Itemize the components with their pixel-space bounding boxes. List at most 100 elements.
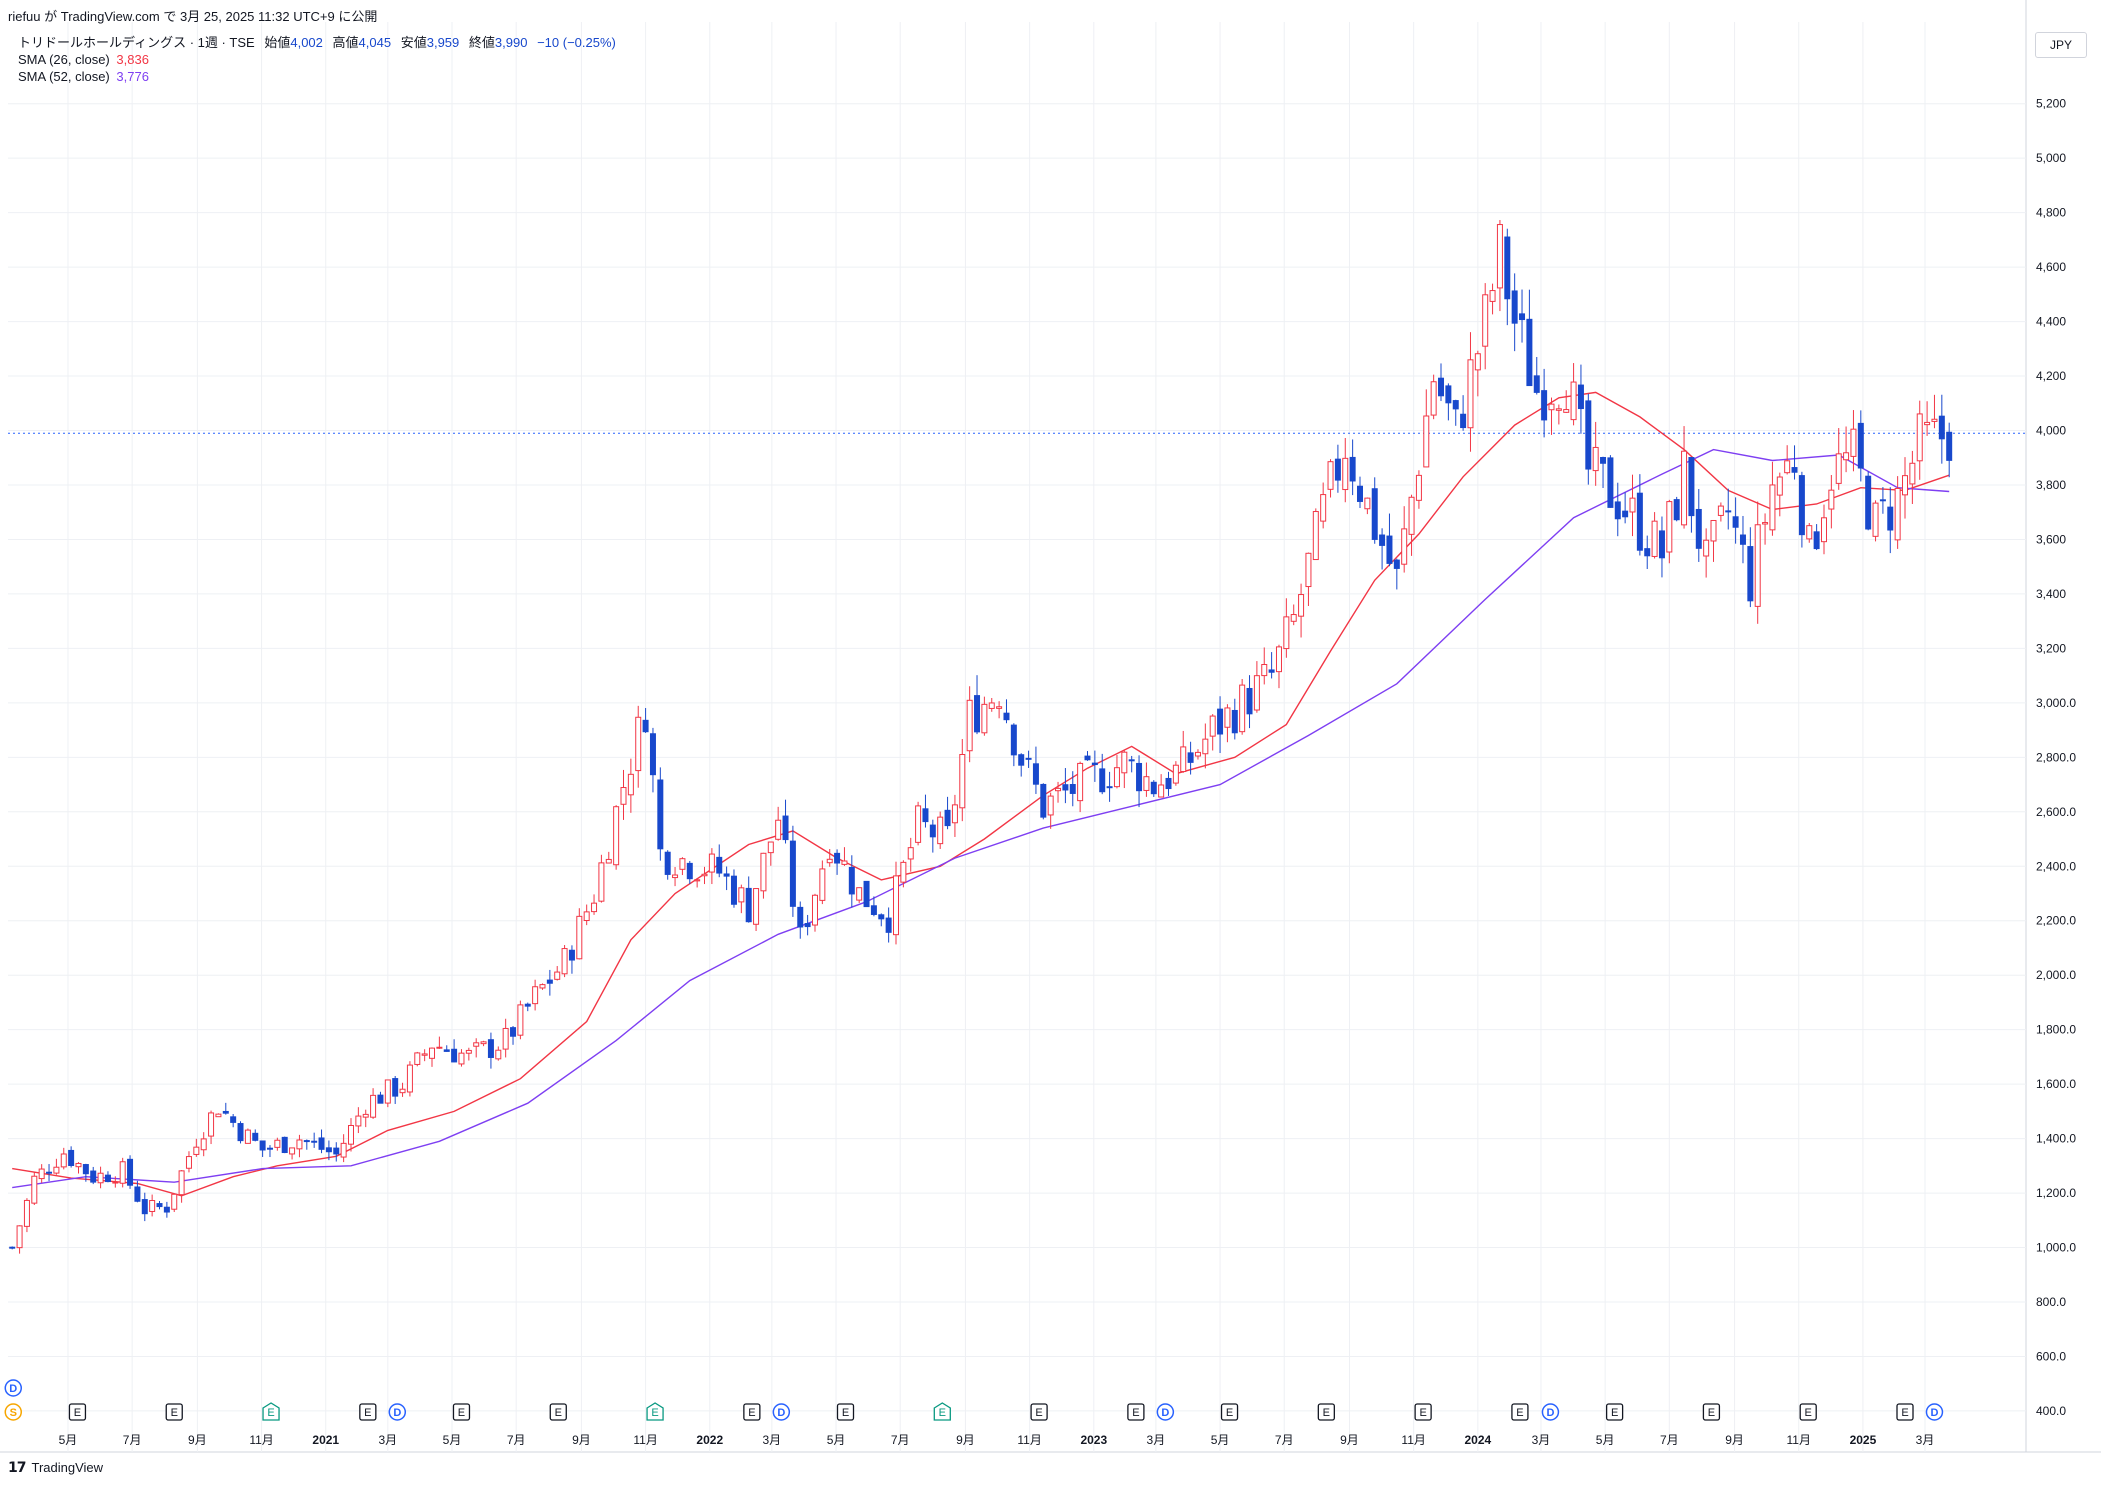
split-icon [4,1403,23,1421]
sma52-label: SMA (52, close) [18,69,110,84]
candle-up [1681,450,1688,526]
candle-down [325,1147,332,1153]
earnings-icon [1030,1403,1048,1421]
candle-down [1099,768,1106,793]
sma26-row[interactable]: SMA (26, close) 3,836 [18,51,616,68]
time-tick-label: 7月 [1275,1433,1294,1447]
candle-down [929,824,936,838]
candle-down [1187,752,1194,763]
earnings-icon [549,1403,567,1421]
candle-up [966,699,973,752]
candle-up [1872,502,1879,537]
earnings-marker: E [1702,1403,1721,1421]
time-tick-label: 11月 [1787,1433,1811,1447]
candle-up [1651,520,1658,557]
candle-up [1253,675,1260,711]
candle-up [1710,519,1717,542]
price-tick-label: 4,200 [2036,369,2066,383]
candle-up [1312,511,1319,561]
currency-button[interactable]: JPY [2035,32,2087,58]
candle-down [230,1116,237,1123]
candle-up [429,1047,436,1059]
tradingview-brand[interactable]: 𝟭𝟳 TradingView [8,1459,103,1476]
candle-down [1504,236,1511,300]
earnings-marker: E [1799,1403,1817,1421]
tradingview-logo-icon: 𝟭𝟳 [8,1459,27,1475]
event-label: E [555,1407,562,1419]
event-label: E [842,1407,849,1419]
candle-up [289,1147,296,1155]
candle-up [215,1113,222,1118]
price-tick-label: 5,200 [2036,97,2066,111]
candle-down [944,809,951,827]
time-axis[interactable]: 5月 7月 9月 11月 2021 3月 5月 7月 9月 11月 2022 3月 5月 7月 9月 11月 2… [59,1433,1935,1447]
sma52-row[interactable]: SMA (52, close) 3,776 [18,68,616,85]
candle-up [23,1199,30,1227]
candle-down [642,719,649,733]
candle-down [1003,712,1010,721]
candle-up [1113,767,1120,788]
candle-up [38,1168,45,1180]
price-axis[interactable]: 400.0 600.0 800.0 1,000.0 1,200.0 1,400.0 1,60… [2036,97,2076,1418]
candle-up [399,1088,406,1094]
candle-up [1239,684,1246,733]
price-tick-label: 400.0 [2036,1404,2066,1418]
time-tick-label: 5月 [1211,1433,1230,1447]
candle-down [1600,457,1607,464]
candle-down [443,1049,450,1052]
candle-down [1725,510,1732,513]
symbol-title[interactable]: トリドールホールディングス · 1週 · TSE [18,35,255,50]
event-label: E [748,1407,755,1419]
candle-up [1570,381,1577,421]
candle-up [1563,409,1570,413]
earnings-icon [1414,1403,1432,1421]
candle-down [1585,400,1592,470]
candle-down [1526,318,1533,387]
candle-up [384,1079,391,1104]
candle-down [1938,415,1945,440]
candle-down [1032,763,1039,785]
candle-up [355,1115,362,1127]
open-value: 4,002 [290,35,323,50]
candle-down [311,1140,318,1143]
high-value: 4,045 [358,35,392,50]
candle-down [333,1147,340,1155]
time-tick-label: 3月 [378,1433,397,1447]
time-tick-label: 3月 [1916,1433,1935,1447]
candle-up [738,887,745,903]
candle-up [1172,764,1179,784]
candle-down [82,1164,89,1175]
time-tick-label: 2022 [696,1433,723,1447]
time-tick-label: 11月 [249,1433,273,1447]
candle-down [1533,375,1540,393]
candle-down [1010,724,1017,756]
price-tick-label: 600.0 [2036,1349,2066,1363]
price-tick-label: 5,000 [2036,151,2066,165]
candle-up [1482,294,1489,347]
candle-up [605,858,612,864]
candle-up [1275,646,1282,673]
candle-up [1909,462,1916,485]
candle-down [1136,762,1143,792]
earnings-marker: E [1317,1403,1335,1421]
time-tick-label: 9月 [1340,1433,1359,1447]
candle-down [1334,458,1341,481]
candle-up [554,971,561,980]
candle-up [1320,494,1327,522]
earnings-icon [1220,1403,1239,1421]
candle-up [517,1004,524,1036]
candle-up [1902,475,1909,496]
candle-down [782,815,789,841]
candle-up [613,806,620,866]
time-tick-label: 9月 [956,1433,975,1447]
dividend-marker: D [1541,1403,1560,1421]
candle-up [1415,474,1422,501]
candle-up [75,1162,82,1168]
candle-down [1541,390,1548,421]
candle-down [1732,516,1739,528]
candle-down [1040,783,1047,818]
candle-up [1496,224,1503,289]
earnings-marker: E [836,1403,855,1421]
price-tick-label: 4,800 [2036,206,2066,220]
